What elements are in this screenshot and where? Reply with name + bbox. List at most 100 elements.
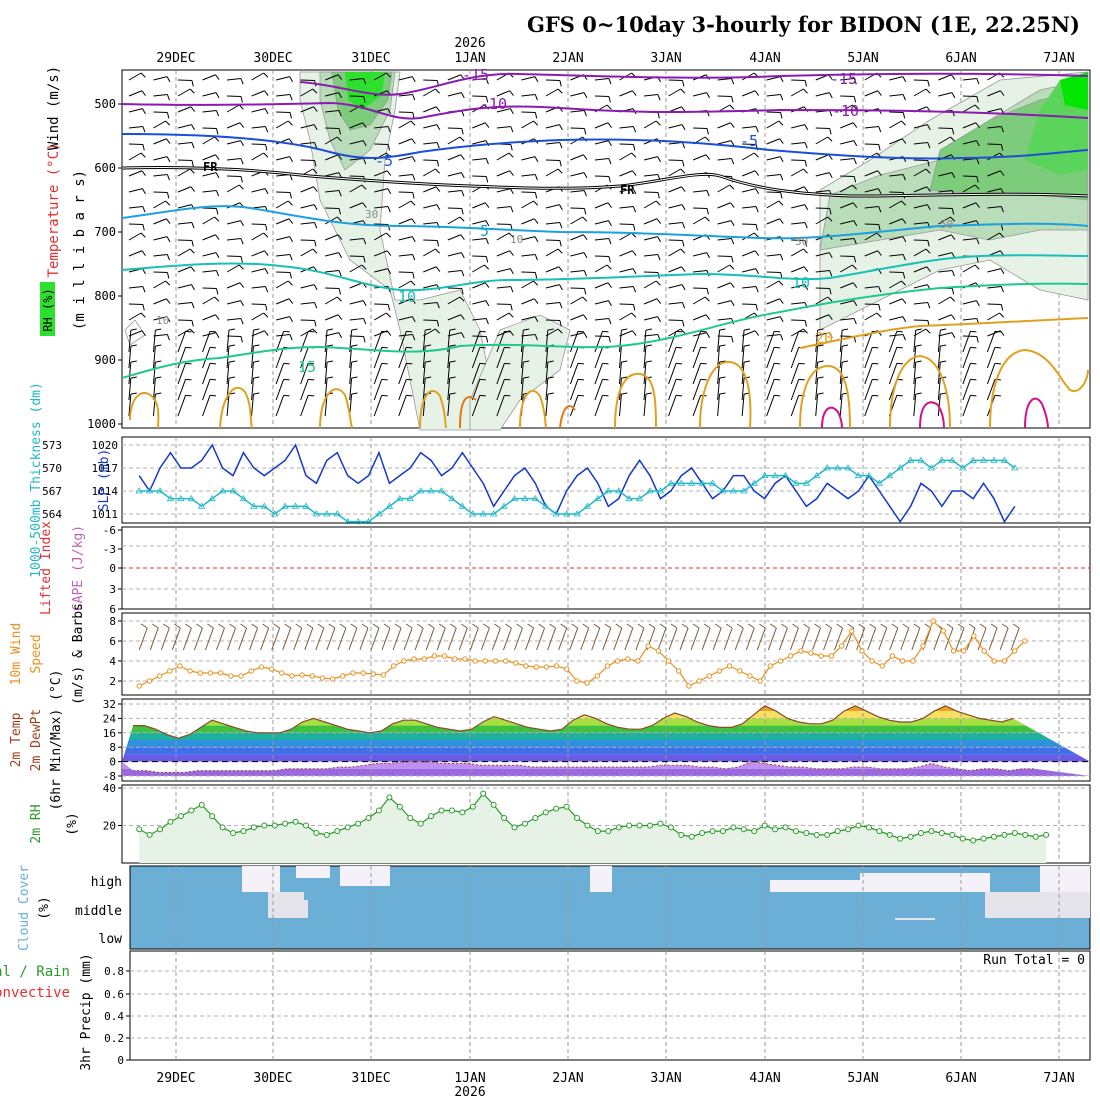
wind-speed-point (584, 680, 590, 686)
wind-barb (913, 394, 917, 417)
wind-barb-flag (926, 266, 931, 272)
wind-barb (423, 284, 437, 289)
wind-barb (840, 202, 854, 209)
wind-barb-flag (240, 140, 244, 147)
wind-barb-flag (704, 136, 710, 142)
wind-barb (300, 106, 314, 113)
wind-barb (987, 126, 1002, 129)
wind-barb-flag (925, 248, 931, 254)
wind-barb (128, 346, 132, 369)
wind-barb-flag (461, 128, 464, 135)
wind-barb-flag (557, 88, 563, 94)
wind-barb (594, 395, 603, 417)
thickness-point (406, 494, 414, 502)
thickness-point (479, 510, 487, 517)
wind10m-barb-flag (792, 623, 799, 629)
wind10m-barb (502, 627, 512, 651)
wind-barb-flag (926, 186, 931, 192)
date-label-bottom: 3JAN (650, 1071, 681, 1086)
rh2m-line (138, 792, 1047, 842)
wind-barb-flag (435, 186, 441, 192)
wind-barb (398, 254, 413, 257)
rh2m-series (136, 790, 1050, 863)
wind-barb-flag (155, 328, 162, 331)
wind-barb (742, 286, 757, 289)
wind-barb-flag (705, 314, 711, 320)
wind-barb-flag (337, 74, 343, 80)
wind-speed-point (502, 658, 509, 664)
wind10m-barb-flag (979, 623, 987, 629)
label-fr: FR (203, 160, 218, 174)
wind10m-barb-flag (593, 623, 601, 629)
wind-barb (177, 266, 192, 273)
rh2m-point (876, 828, 883, 835)
wind-barb-flag (534, 76, 539, 83)
wind-barb-flag (460, 172, 465, 179)
wind-barb (889, 120, 902, 129)
wind-barb (398, 174, 413, 177)
wind-barb-flag (804, 142, 808, 149)
rh2m-point (334, 828, 341, 835)
wind-barb (619, 330, 622, 353)
date-label-bottom: 2JAN (552, 1071, 583, 1086)
wind-barb-flag (681, 124, 686, 131)
rh2m-point (459, 809, 466, 816)
wind-barb (987, 188, 1002, 193)
wind-barb-flag (842, 360, 849, 363)
wind-barb-flag (970, 330, 977, 333)
wind-barb (324, 314, 339, 321)
wind-barb-flag (510, 108, 514, 115)
wind-barb (938, 252, 953, 257)
wind-barb (177, 347, 186, 369)
wind-barb (300, 142, 315, 145)
wind-barb-flag (210, 394, 217, 397)
wind-barb-flag (700, 378, 707, 381)
wind10m-barb-flag (151, 623, 159, 629)
wind-barb (251, 268, 266, 273)
wind-barb (152, 362, 156, 385)
wind-speed-point (828, 653, 835, 659)
wind-barb-flag (130, 392, 137, 395)
wind-barb-flag (902, 112, 906, 119)
wind-barb (962, 238, 977, 241)
rh2m-point (250, 824, 257, 831)
wind-barb (668, 302, 683, 305)
wind-barb (447, 172, 462, 177)
wind-barb (987, 232, 1000, 241)
thickness-point (687, 479, 696, 486)
label-15: 15 (298, 358, 316, 376)
wind-barb (594, 264, 608, 273)
rh2m-point (918, 830, 925, 836)
wind-barb-flag (852, 264, 857, 270)
wind-barb-flag (577, 378, 584, 381)
chart-title: GFS 0~10day 3-hourly for BIDON (1E, 22.2… (527, 12, 1080, 37)
thickness-point (260, 502, 269, 509)
isotherm-20-small (459, 396, 576, 429)
wind-barb-flag (951, 288, 955, 295)
wind-barb-flag (338, 92, 343, 99)
wind-barb (889, 218, 903, 225)
wind-barb-flag (185, 394, 192, 397)
wind-barb-flag (479, 346, 486, 349)
wind-barb-flag (460, 92, 465, 99)
wind-barb-flag (842, 344, 849, 347)
wind-barb-flag (1000, 286, 1004, 293)
wind-barb-flag (927, 160, 930, 167)
wind-barb (692, 331, 702, 353)
rh2m-point (292, 818, 299, 825)
wind10m-barb-flag (372, 623, 380, 629)
precip-label-1: Total / Rain (0, 964, 70, 980)
wind-barb-flag (632, 286, 637, 293)
wind-barb-flag (706, 190, 710, 197)
wind-barb-flag (583, 252, 588, 259)
wind-barb-flag (406, 330, 413, 333)
wind-barb-flag (387, 144, 391, 151)
wind-barb (349, 300, 364, 305)
wind-barb-flag (583, 172, 588, 179)
wind10m-barb-flag (681, 623, 689, 629)
temp-band (122, 754, 1090, 762)
rh2m-point (542, 809, 549, 816)
wind-barb (300, 331, 309, 353)
wind-barb (938, 190, 953, 193)
wind-barb-flag (460, 252, 465, 259)
